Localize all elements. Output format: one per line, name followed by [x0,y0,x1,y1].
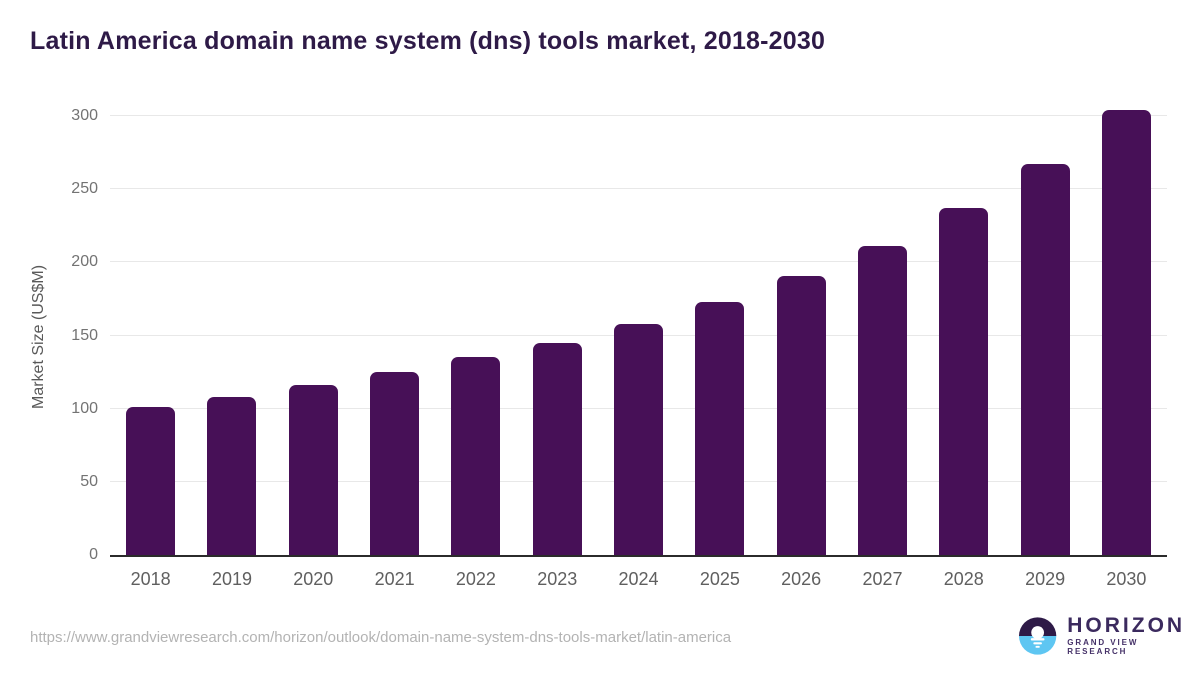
x-axis-labels: 2018 2019 2020 2021 2022 2023 2024 2025 2026 2027… [110,569,1167,590]
bar-2024[interactable] [614,323,664,555]
bar-2028[interactable] [939,208,989,555]
bar-2027[interactable] [857,246,907,555]
bar-column-2027 [842,116,923,555]
bar-column-2028 [923,116,1004,555]
gridline-200 [110,261,1167,263]
bar-2018[interactable] [126,407,176,555]
bar-2020[interactable] [288,385,338,555]
x-tick-label-2020: 2020 [293,569,334,589]
x-tick-label-2021: 2021 [374,569,415,589]
bar-column-2024 [598,116,679,555]
source-url: https://www.grandviewresearch.com/horizo… [30,629,732,646]
bar-column-2018 [110,116,191,555]
bar-column-2021 [354,116,435,555]
logo-subtitle: GRAND VIEW RESEARCH [1067,638,1139,656]
bar-2019[interactable] [207,396,257,555]
y-tick-label-300: 300 [71,107,98,124]
chart-title: Latin America domain name system (dns) t… [30,27,826,55]
y-tick-label-100: 100 [71,399,98,417]
bar-2022[interactable] [451,357,501,555]
y-tick-label-0: 0 [89,546,98,563]
bar-column-2025 [679,116,760,555]
horizon-logo-icon [1018,616,1057,655]
bar-2026[interactable] [776,275,826,555]
bar-series [110,110,1167,555]
plot-area: 0 50 100 150 200 250 300 [71,107,1167,563]
x-tick-label-2019: 2019 [211,569,252,589]
x-tick-label-2030: 2030 [1106,569,1147,589]
x-tick-label-2023: 2023 [537,569,578,589]
bar-column-2029 [1004,116,1085,555]
y-axis-title: Market Size (US$M) [30,264,47,409]
y-tick-label-200: 200 [71,253,98,271]
bar-column-2030 [1086,110,1167,555]
x-tick-label-2025: 2025 [699,569,740,589]
bar-column-2019 [191,116,272,555]
gridline-300 [110,115,1167,116]
bar-2029[interactable] [1020,164,1070,555]
x-tick-label-2027: 2027 [862,569,903,589]
horizon-logo: HORIZON GRAND VIEW RESEARCH [1018,615,1200,656]
bar-column-2022 [435,116,516,555]
x-tick-label-2028: 2028 [943,569,984,589]
bar-2025[interactable] [695,301,745,555]
bar-2021[interactable] [370,372,420,555]
horizon-logo-text: HORIZON GRAND VIEW RESEARCH [1067,614,1200,657]
bar-column-2020 [273,116,354,555]
y-tick-label-250: 250 [71,180,98,198]
bar-2030[interactable] [1101,110,1151,555]
logo-name: HORIZON [1067,614,1186,637]
x-tick-label-2026: 2026 [781,569,822,589]
x-tick-label-2024: 2024 [618,569,659,589]
bar-2023[interactable] [532,342,582,555]
bar-column-2023 [517,116,598,555]
gridline-250 [110,188,1167,190]
x-tick-label-2029: 2029 [1025,569,1066,589]
y-tick-label-150: 150 [71,326,98,344]
x-tick-label-2018: 2018 [130,569,171,589]
y-tick-label-50: 50 [80,472,98,490]
bar-column-2026 [761,116,842,555]
x-tick-label-2022: 2022 [455,569,496,589]
